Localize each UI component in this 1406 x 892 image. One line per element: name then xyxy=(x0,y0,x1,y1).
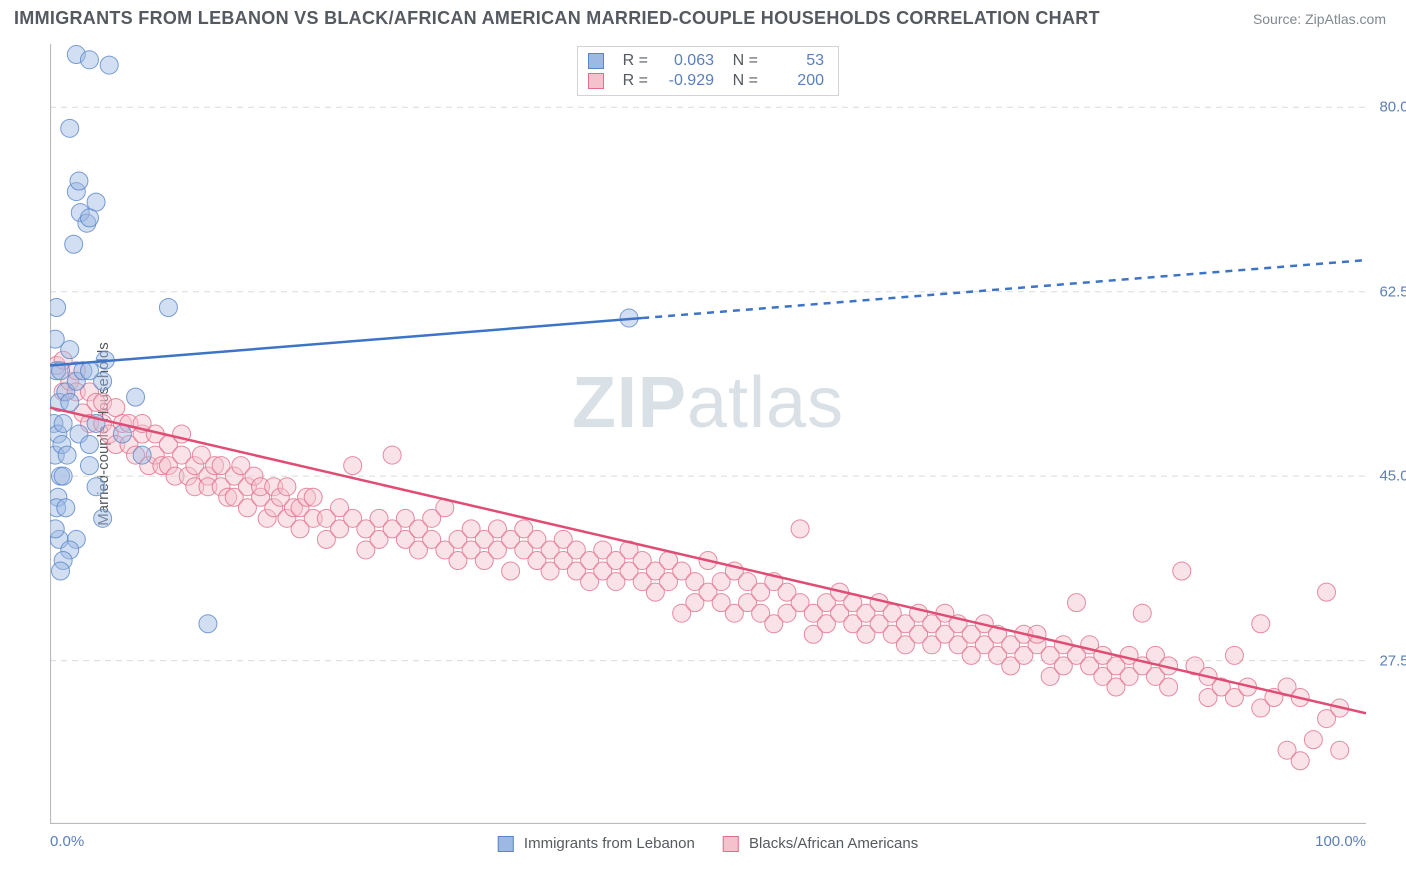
stats-row-series-2: R = -0.929 N = 200 xyxy=(588,71,824,91)
y-tick-label: 62.5% xyxy=(1379,283,1406,300)
y-tick-label: 45.0% xyxy=(1379,468,1406,485)
legend-item-1: Immigrants from Lebanon xyxy=(498,835,695,852)
r-value-2: -0.929 xyxy=(658,72,714,90)
chart-header: IMMIGRANTS FROM LEBANON VS BLACK/AFRICAN… xyxy=(0,0,1406,35)
stats-row-series-1: R = 0.063 N = 53 xyxy=(588,51,824,71)
x-tick-max: 100.0% xyxy=(1315,833,1366,850)
n-value-2: 200 xyxy=(768,72,824,90)
x-tick-min: 0.0% xyxy=(50,833,84,850)
scatter-plot xyxy=(50,44,1366,824)
bottom-legend: Immigrants from Lebanon Blacks/African A… xyxy=(498,835,919,852)
n-value-1: 53 xyxy=(768,52,824,70)
y-tick-label: 80.0% xyxy=(1379,99,1406,116)
chart-area: Married-couple Households ZIPatlas R = 0… xyxy=(50,44,1366,824)
legend-item-2: Blacks/African Americans xyxy=(723,835,918,852)
y-tick-label: 27.5% xyxy=(1379,652,1406,669)
swatch-icon xyxy=(498,836,514,852)
r-value-1: 0.063 xyxy=(658,52,714,70)
swatch-icon xyxy=(723,836,739,852)
stats-legend-box: R = 0.063 N = 53 R = -0.929 N = 200 xyxy=(577,46,839,96)
swatch-icon xyxy=(588,53,604,69)
chart-title: IMMIGRANTS FROM LEBANON VS BLACK/AFRICAN… xyxy=(14,8,1100,29)
swatch-icon xyxy=(588,73,604,89)
source-label: Source: ZipAtlas.com xyxy=(1253,11,1386,27)
